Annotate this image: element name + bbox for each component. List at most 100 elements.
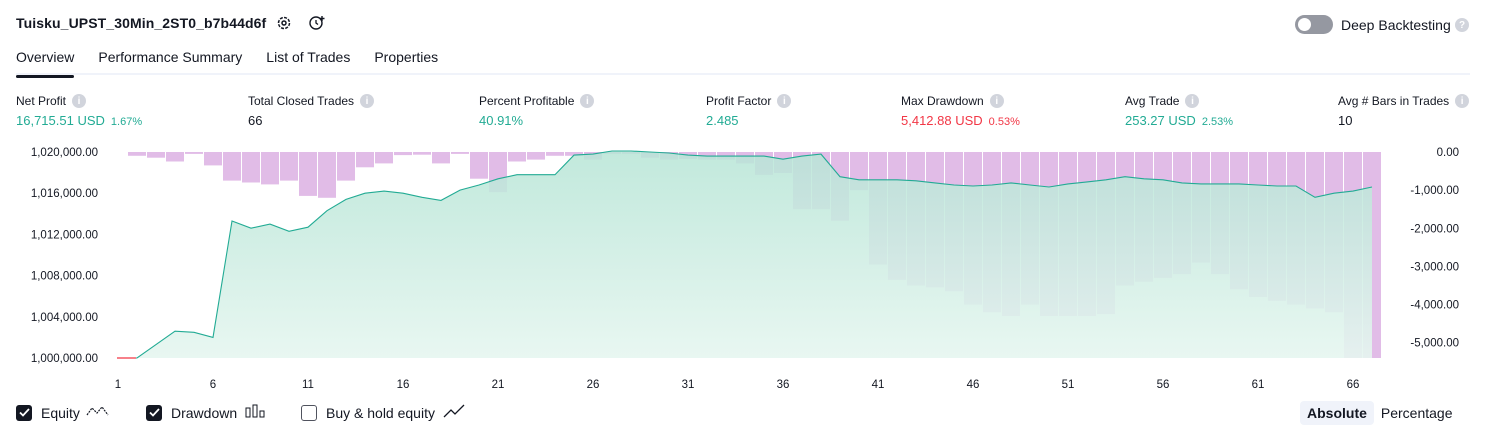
equity-drawdown-chart[interactable]: 1,020,000.00 1,016,000.00 1,012,000.00 1,00… xyxy=(0,140,1486,395)
metric-label: Max Drawdown xyxy=(901,94,984,108)
drawdown-bar xyxy=(223,152,241,181)
x-axis-label: 56 xyxy=(1157,379,1170,391)
metric-value: 10 xyxy=(1338,113,1353,128)
left-axis-label: 1,008,000.00 xyxy=(31,271,98,283)
right-axis-label: -5,000.00 xyxy=(1410,338,1459,350)
tab-properties[interactable]: Properties xyxy=(374,49,439,65)
x-axis-label: 36 xyxy=(777,379,790,391)
metric-label: Avg Trade xyxy=(1125,94,1180,108)
drawdown-bars-icon xyxy=(245,404,265,421)
equity-line xyxy=(118,150,1373,359)
drawdown-bar xyxy=(318,152,336,198)
percentage-button[interactable]: Percentage xyxy=(1380,405,1453,421)
equity-area xyxy=(118,151,1372,358)
metric-label: Net Profit xyxy=(16,94,67,108)
tab-overview[interactable]: Overview xyxy=(16,49,75,78)
metric-value: 16,715.51 USD xyxy=(16,113,105,128)
x-axis-label: 11 xyxy=(302,379,314,391)
drawdown-bar xyxy=(299,152,317,196)
drawdown-bar xyxy=(147,152,165,158)
legend-label: Equity xyxy=(41,404,80,421)
deep-backtesting-toggle[interactable] xyxy=(1295,15,1333,34)
info-icon[interactable]: i xyxy=(1185,94,1200,108)
display-mode-switch: Absolute Percentage xyxy=(1300,401,1460,425)
x-axis-label: 61 xyxy=(1252,379,1265,391)
legend-equity[interactable]: Equity xyxy=(16,404,110,421)
metric-label: Avg # Bars in Trades xyxy=(1338,94,1450,108)
tabs-divider xyxy=(16,73,1470,75)
right-axis-label: -1,000.00 xyxy=(1410,185,1459,197)
drawdown-bar xyxy=(470,152,488,179)
metric-avg-bars-in-trades: Avg # Bars in Trades i 10 xyxy=(1338,94,1470,128)
metric-percent: 2.53% xyxy=(1201,116,1234,128)
drawdown-bar xyxy=(375,152,393,164)
metric-label: Profit Factor xyxy=(706,94,772,108)
drawdown-bar xyxy=(394,152,412,156)
drawdown-bar xyxy=(565,152,583,156)
help-icon[interactable]: ? xyxy=(1455,18,1469,32)
drawdown-bar xyxy=(128,152,146,156)
x-axis-label: 6 xyxy=(210,379,216,391)
info-icon[interactable]: i xyxy=(777,94,792,108)
x-axis-label: 46 xyxy=(967,379,980,391)
drawdown-bar xyxy=(527,152,545,160)
tab-list-of-trades[interactable]: List of Trades xyxy=(266,49,351,65)
drawdown-bar xyxy=(451,152,469,154)
metric-value: 5,412.88 USD xyxy=(901,113,983,128)
absolute-button[interactable]: Absolute xyxy=(1300,401,1374,425)
info-icon[interactable]: i xyxy=(989,94,1004,108)
drawdown-bar xyxy=(280,152,298,181)
drawdown-bar xyxy=(356,152,374,168)
checkbox-equity[interactable] xyxy=(16,404,32,421)
x-axis-label: 21 xyxy=(492,379,505,391)
legend-label: Buy & hold equity xyxy=(326,404,435,421)
checkbox-buy-hold[interactable] xyxy=(301,404,317,421)
info-icon[interactable]: i xyxy=(72,94,87,108)
metric-percent: 1.67% xyxy=(110,116,143,128)
drawdown-bar xyxy=(432,152,450,164)
metric-total-closed-trades: Total Closed Trades i 66 xyxy=(248,94,375,128)
buy-hold-line-icon xyxy=(443,404,465,421)
left-axis-label: 1,012,000.00 xyxy=(31,229,98,241)
metric-max-drawdown: Max Drawdown i 5,412.88 USD 0.53% xyxy=(901,94,1020,128)
drawdown-bar xyxy=(204,152,222,166)
metric-label: Percent Profitable xyxy=(479,94,575,108)
metric-profit-factor: Profit Factor i 2.485 xyxy=(706,94,792,128)
x-axis-label: 41 xyxy=(872,379,885,391)
strategy-title: Tuisku_UPST_30Min_2ST0_b7b44d6f xyxy=(16,15,267,31)
left-axis-label: 1,016,000.00 xyxy=(31,188,98,200)
add-alert-icon[interactable] xyxy=(307,13,327,33)
metric-net-profit: Net Profit i 16,715.51 USD 1.67% xyxy=(16,94,142,128)
legend-label: Drawdown xyxy=(171,404,238,421)
x-axis-label: 51 xyxy=(1062,379,1075,391)
metric-percent: 0.53% xyxy=(988,116,1020,128)
drawdown-bar xyxy=(413,152,431,155)
left-axis-label: 1,004,000.00 xyxy=(31,312,98,324)
legend-buy-hold[interactable]: Buy & hold equity xyxy=(301,404,465,421)
tab-performance-summary[interactable]: Performance Summary xyxy=(98,49,243,65)
metric-label: Total Closed Trades xyxy=(248,94,355,108)
right-axis-label: -2,000.00 xyxy=(1410,223,1459,235)
right-axis-label: 0.00 xyxy=(1437,147,1459,159)
left-axis-label: 1,020,000.00 xyxy=(31,147,98,159)
metric-avg-trade: Avg Trade i 253.27 USD 2.53% xyxy=(1125,94,1233,128)
metric-value: 2.485 xyxy=(706,113,739,128)
drawdown-bar xyxy=(166,152,184,162)
deep-backtesting-label: Deep Backtesting xyxy=(1341,17,1451,33)
checkbox-drawdown[interactable] xyxy=(146,404,162,421)
tab-bar: Overview Performance Summary List of Tra… xyxy=(16,49,462,78)
x-axis-label: 66 xyxy=(1347,379,1360,391)
gear-icon[interactable] xyxy=(274,13,294,33)
metric-value: 253.27 USD xyxy=(1125,113,1196,128)
drawdown-bar xyxy=(546,152,564,156)
metric-percent-profitable: Percent Profitable i 40.91% xyxy=(479,94,595,128)
legend-drawdown[interactable]: Drawdown xyxy=(146,404,265,421)
right-axis-label: -4,000.00 xyxy=(1410,300,1459,312)
info-icon[interactable]: i xyxy=(580,94,595,108)
x-axis-label: 16 xyxy=(397,379,410,391)
left-axis-label: 1,000,000.00 xyxy=(31,353,98,365)
info-icon[interactable]: i xyxy=(360,94,375,108)
x-axis-label: 26 xyxy=(587,379,600,391)
info-icon[interactable]: i xyxy=(1455,94,1470,108)
metric-value: 66 xyxy=(248,113,263,128)
